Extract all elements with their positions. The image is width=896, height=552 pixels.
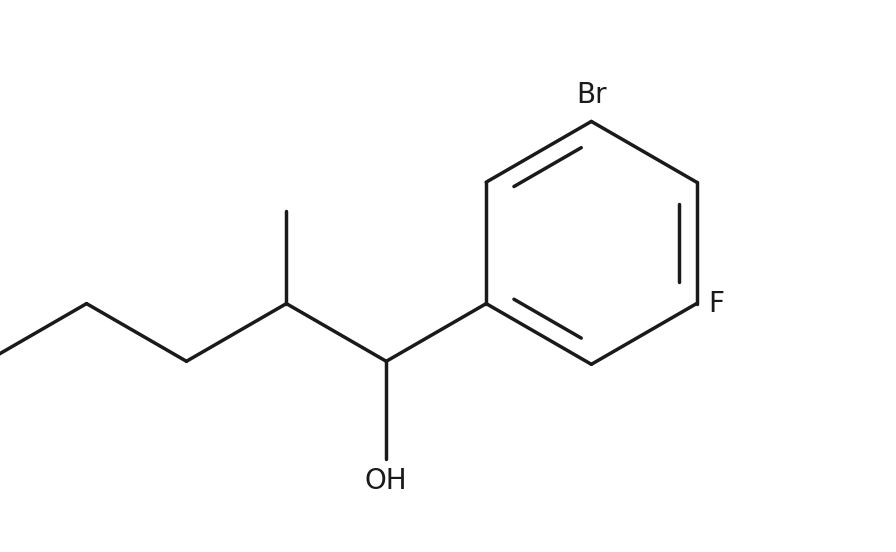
- Text: OH: OH: [365, 468, 408, 495]
- Text: F: F: [709, 290, 725, 317]
- Text: Br: Br: [576, 82, 607, 109]
